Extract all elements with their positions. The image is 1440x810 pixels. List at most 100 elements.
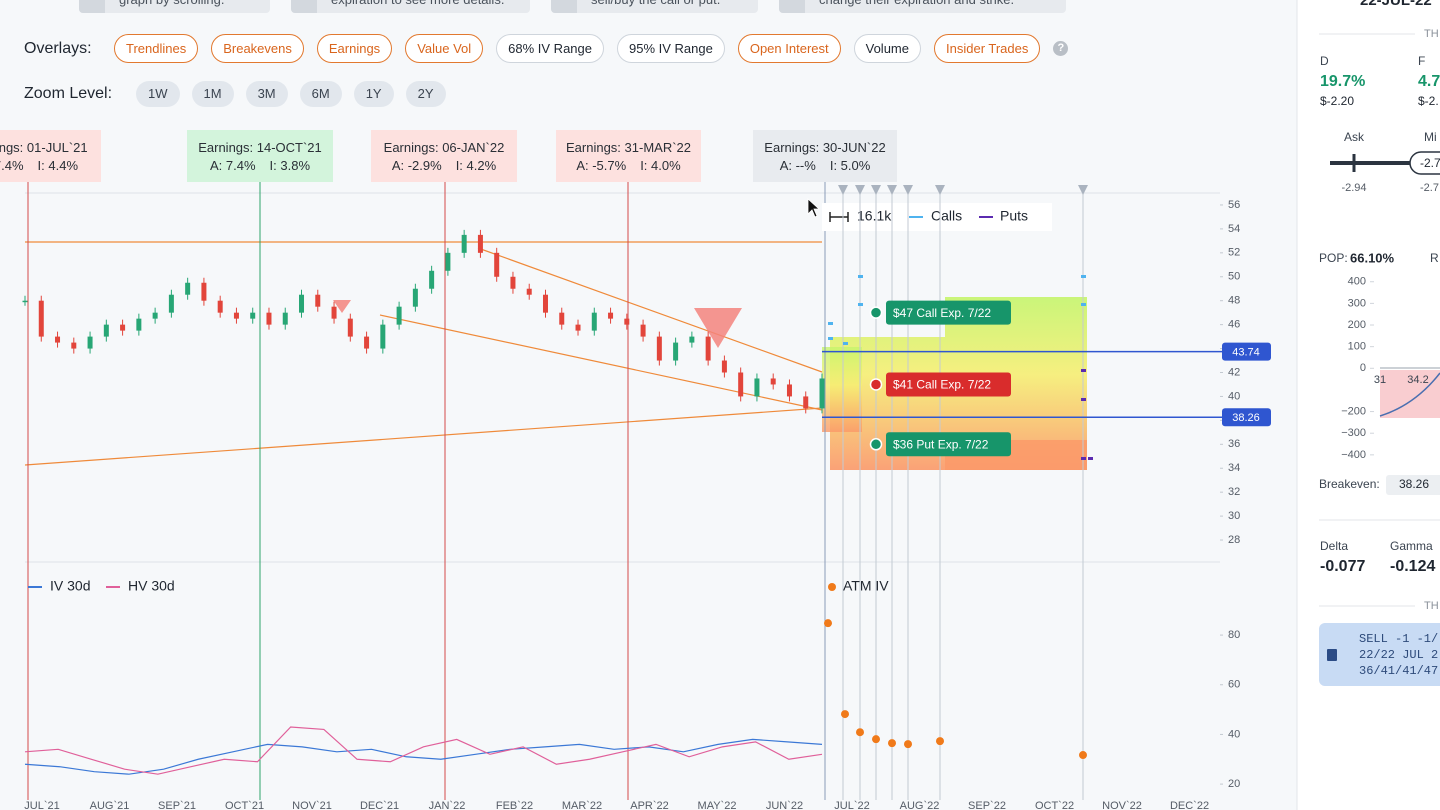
payoff-zone [822,347,862,432]
expiration-marker[interactable] [1078,185,1088,195]
overlays-label: Overlays: [24,39,92,57]
candle-body [526,288,532,295]
earnings-line: A: --% I: 5.0% [753,158,897,173]
vol-line [24,726,823,775]
earnings-box: Earnings: 01-JUL`21 A: 7.4% I: 4.4% [0,130,101,182]
expiration-marker[interactable] [887,185,897,195]
expiration-marker[interactable] [871,185,881,195]
candle-body [299,294,305,313]
x-tick-label: JUL`21 [24,800,59,810]
candle-body [461,234,467,253]
help-icon[interactable]: ? [1053,41,1069,56]
earnings-title: Earnings: 06-JAN`22 [383,139,505,155]
zoom-button[interactable]: 2Y [405,81,446,107]
zoom-button[interactable]: 1M [191,81,234,107]
earnings-actual: A: 7.4% [0,157,24,173]
x-tick-label: MAY`22 [698,800,737,810]
zoom-button[interactable]: 3M [245,81,288,107]
overlay-button[interactable]: Insider Trades [934,34,1041,63]
payoff-curve [1379,372,1440,417]
y-tick-label: −400 [1341,449,1366,461]
earnings-box: Earnings: 14-OCT`21 A: 7.4% I: 3.8% [187,130,333,182]
x-tick-label: JUL`22 [834,800,869,810]
panel-text: -2.7 [1420,182,1439,194]
x-tick-label: AUG`22 [900,800,940,810]
overlay-button[interactable]: Trendlines [114,34,199,63]
candle-body [364,336,370,349]
candle-body [266,312,272,325]
panel-text: 22-JUL-22 [1360,0,1432,9]
panel-text: Delta [1320,539,1348,553]
panel-text: D [1320,54,1329,68]
panel-text: 34.2 [1407,374,1428,386]
candle-body [673,342,679,361]
x-tick-label: SEP`21 [158,800,196,810]
candle-body [429,270,435,289]
candle-body [510,276,516,289]
loss-area [1380,370,1440,418]
candle-body [689,336,695,343]
overlay-button[interactable]: Earnings [316,34,393,63]
y-tick-label: 200 [1348,319,1366,331]
y-tick-label: 30 [1228,510,1240,522]
position-dot [869,306,883,319]
earnings-box: Earnings: 31-MAR`22 A: -5.7% I: 4.0% [556,130,701,182]
x-tick-label: MAR`22 [562,800,602,810]
earnings-implied: I: 5.0% [829,157,871,173]
overlay-button[interactable]: Breakevens [211,34,304,63]
candle-body [71,342,77,349]
legend-label: HV 30d [128,578,175,594]
slider-pill[interactable] [1409,151,1440,175]
earnings-title: Earnings: 31-MAR`22 [566,139,691,155]
overlay-button[interactable]: Volume [853,34,921,63]
tip-text: expiration to see more details. [331,0,504,7]
candle-body [217,300,223,313]
oi-marker [1081,275,1086,278]
x-tick-label: JUN`22 [766,800,803,810]
copy-icon[interactable] [1327,649,1337,661]
atm-iv-point [888,739,896,748]
overlay-button[interactable]: Value Vol [405,34,484,63]
atm-iv-point [841,710,849,719]
candle-body [168,294,174,313]
candle-body [282,312,288,325]
zoom-button[interactable]: 1W [136,81,180,107]
earnings-line: A: 7.4% I: 4.4% [0,158,101,173]
atm-iv-point [1079,751,1087,760]
cursor [807,198,821,218]
overlay-button[interactable]: 95% IV Range [617,34,725,63]
panel-text: 31 [1374,374,1386,386]
panel-text: -2.94 [1341,182,1366,194]
earnings-implied: I: 3.8% [269,157,310,173]
atm-iv-point [824,619,832,628]
candle-body [591,312,597,331]
candle-body [250,312,256,319]
x-tick-label: FEB`22 [496,800,533,810]
zoom-label: Zoom Level: [24,85,113,102]
position-box[interactable] [886,372,1011,397]
legend-size: 16.1k [857,208,892,224]
position-box[interactable] [886,300,1011,325]
expiration-marker[interactable] [838,185,848,195]
position-box[interactable] [886,432,1011,457]
position-dot [869,378,883,391]
expiration-marker[interactable] [935,185,945,195]
zoom-button[interactable]: 1Y [353,81,394,107]
trendline [477,247,823,373]
candle-body [624,318,630,325]
legend-label: IV 30d [50,578,90,594]
candle-body [412,288,418,307]
zoom-button[interactable]: 6M [299,81,342,107]
overlay-button[interactable]: 68% IV Range [496,34,604,63]
expiration-marker[interactable] [855,185,865,195]
y-tick-label: 46 [1228,319,1240,331]
candle-body [185,282,191,295]
oi-marker [828,337,833,340]
earnings-line: A: -5.7% I: 4.0% [556,158,701,173]
y-tick-label: 80 [1228,629,1240,641]
expiration-marker[interactable] [903,185,913,195]
overlay-button[interactable]: Open Interest [737,34,841,63]
tip: sell/buy the call or put. [551,0,758,13]
candle-body [738,372,744,397]
